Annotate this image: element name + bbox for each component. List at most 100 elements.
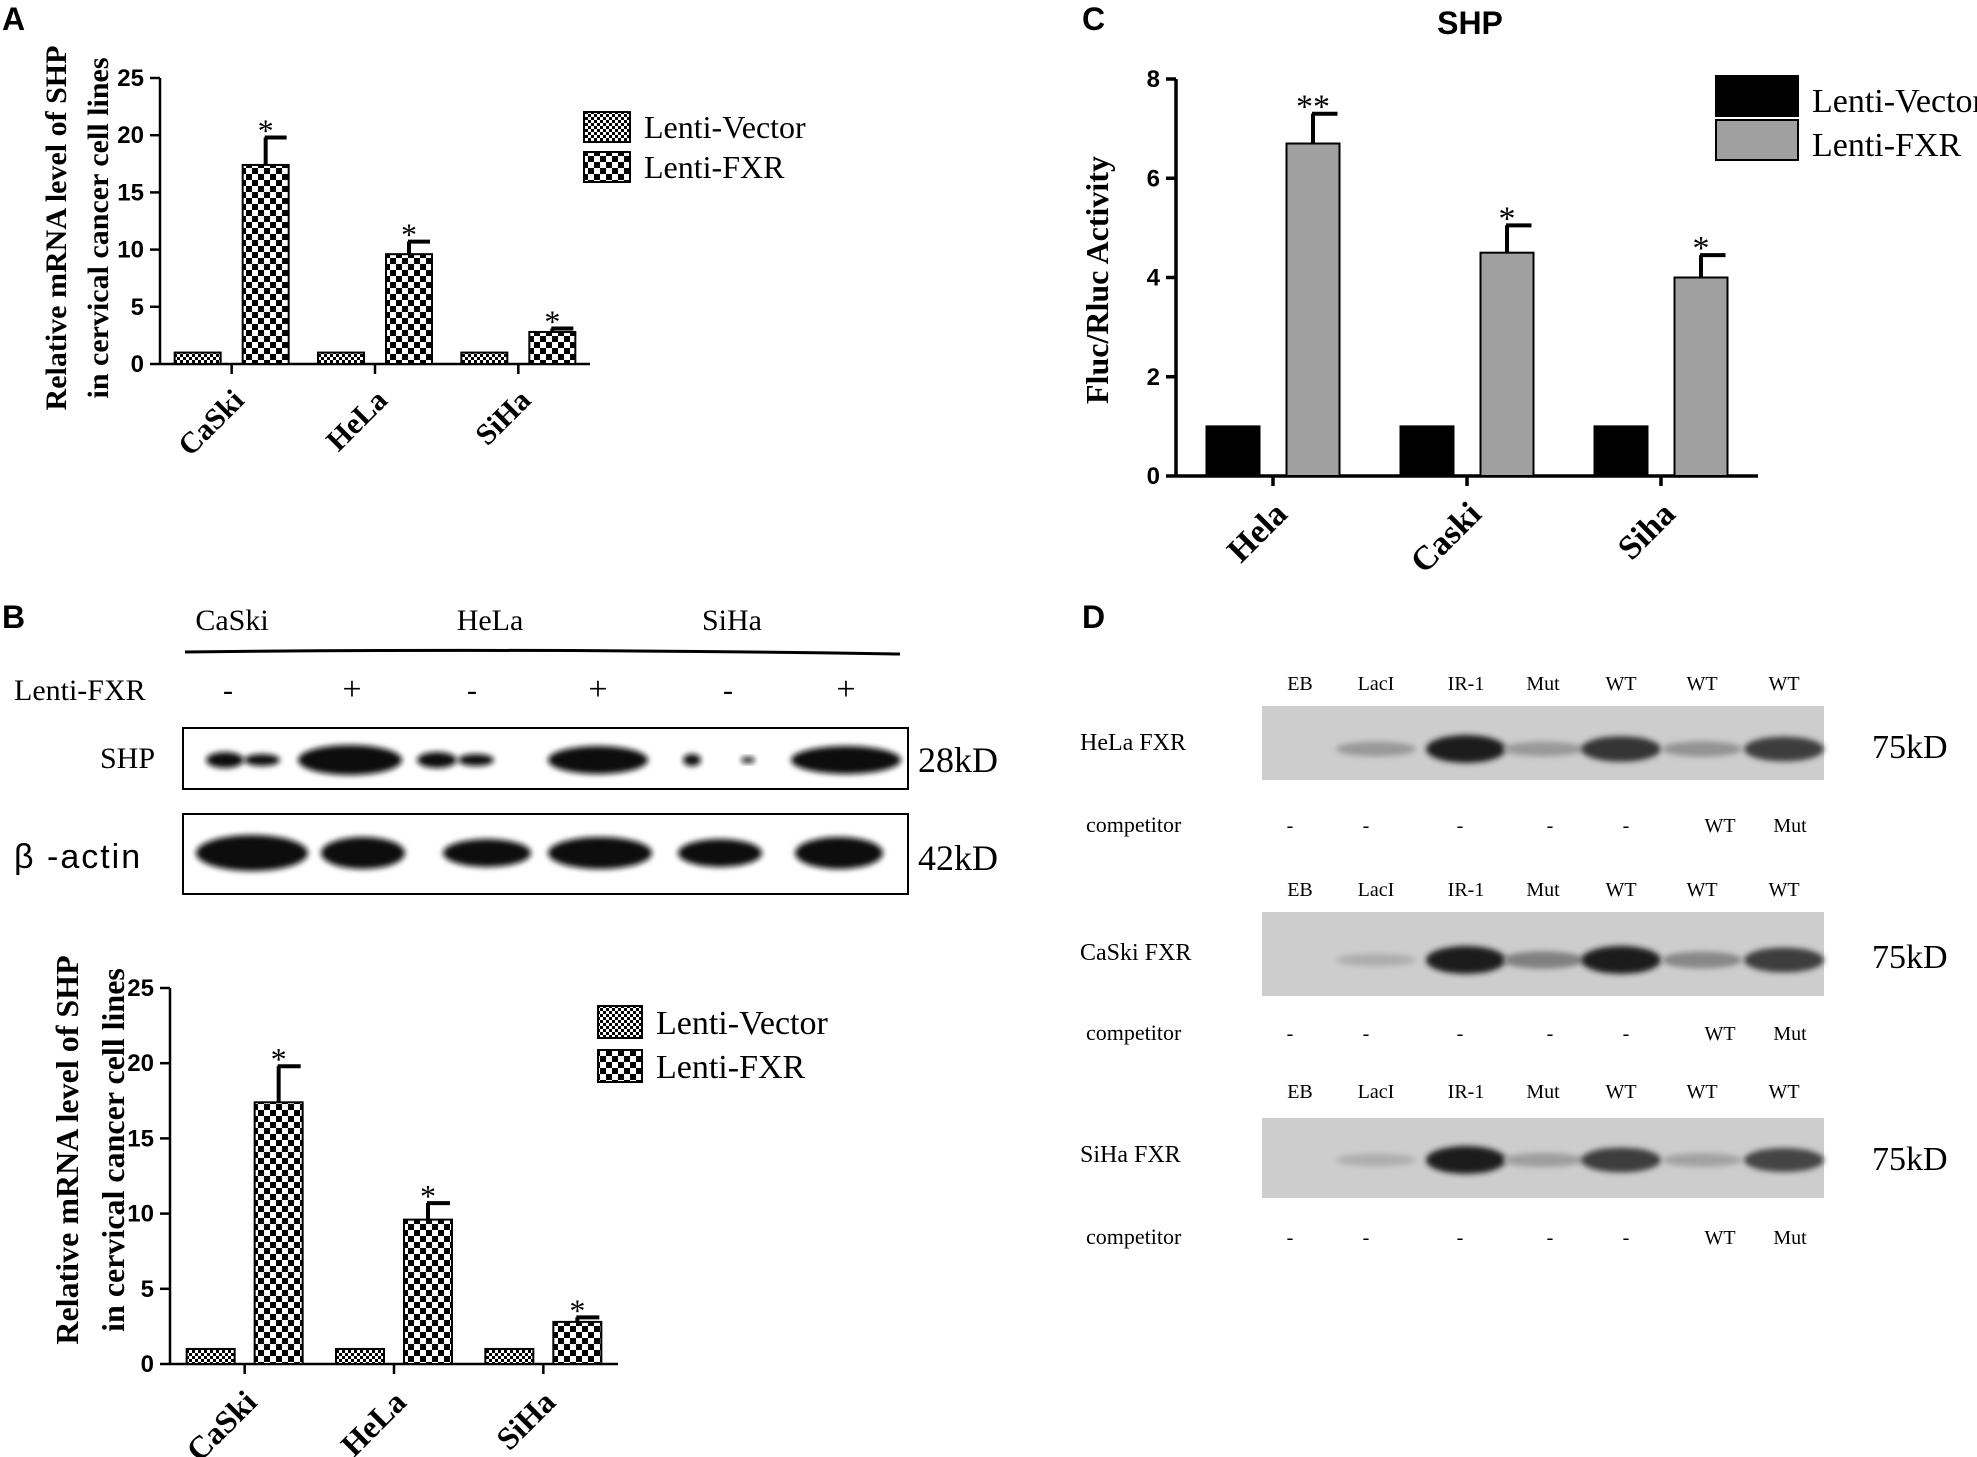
emsa-band: [1503, 951, 1583, 969]
significance-label: *: [544, 304, 560, 340]
x-tick-label: Caski: [1404, 495, 1489, 580]
band-shp: [791, 746, 901, 774]
wb-lane-sign: +: [588, 671, 607, 708]
emsa-competitor-value: -: [1287, 1227, 1294, 1249]
emsa-band: [1503, 1152, 1583, 1168]
emsa-competitor-value: -: [1287, 815, 1294, 837]
wb-header-line: [184, 648, 901, 656]
emsa-lane-label: Mut: [1526, 673, 1560, 695]
emsa-lane-label: WT: [1686, 879, 1717, 901]
band-actin: [321, 837, 405, 869]
panel-letter-b: B: [2, 599, 25, 635]
western-blot: CaSki HeLa SiHa Lenti-FXR - + - + - + SH…: [14, 604, 998, 895]
band-actin: [196, 835, 308, 871]
emsa-kd-label: 75kD: [1872, 1141, 1948, 1178]
emsa-band: [1336, 1153, 1416, 1167]
wb-cellline-siha: SiHa: [702, 604, 762, 637]
y-tick-label: 5: [141, 1276, 154, 1303]
wb-lane-sign: +: [342, 671, 361, 708]
y-tick-label: 5: [131, 294, 144, 321]
legend-swatch: [583, 151, 631, 183]
y-axis-label: Fluc/Rluc Activity: [1079, 156, 1115, 404]
bar: [1673, 276, 1729, 477]
emsa-blot: EB LacI IR-1 Mut WT WT WT SiHa FXR 75kD competito…: [1080, 1081, 1948, 1249]
significance-label: *: [401, 217, 417, 253]
y-tick-label: 15: [117, 179, 144, 206]
x-tick-label: CaSki: [179, 1383, 264, 1457]
y-tick-label: 25: [117, 65, 144, 92]
wb-lane-sign: -: [467, 674, 477, 707]
emsa-band: [1744, 1148, 1824, 1172]
legend-swatch: [583, 111, 631, 143]
bar: [1285, 142, 1341, 477]
emsa-lane-label: WT: [1605, 879, 1636, 901]
bar: [552, 1320, 603, 1365]
wb-row-label-actin: β -actin: [14, 838, 142, 876]
legend-swatch: [597, 1049, 643, 1083]
band-shp: [741, 757, 755, 763]
emsa-lane-label: LacI: [1358, 1081, 1395, 1103]
emsa-band: [1336, 953, 1416, 967]
emsa-lane-label: WT: [1605, 673, 1636, 695]
emsa-band: [1503, 741, 1583, 757]
emsa-lane-label: Mut: [1526, 1081, 1560, 1103]
emsa-competitor-value: -: [1363, 815, 1370, 837]
emsa-competitor-value: -: [1287, 1023, 1294, 1045]
y-axis-label: Relative mRNA level of SHP: [49, 955, 85, 1344]
band-shp: [244, 754, 280, 766]
bar: [335, 1347, 385, 1365]
emsa-lane-label: EB: [1287, 879, 1313, 901]
y-tick-label: 20: [117, 122, 144, 149]
band-shp: [417, 752, 457, 768]
panel-letter-d: D: [1082, 599, 1105, 635]
bar: [403, 1218, 453, 1365]
chart-a: 0 5 10 15 20 25 CaSki * HeLa * SiHa * Relative mRNA …: [40, 46, 806, 463]
emsa-competitor-value: -: [1363, 1227, 1370, 1249]
y-tick-label: 0: [141, 1351, 154, 1378]
bar: [241, 163, 290, 365]
emsa-lane-label: LacI: [1358, 673, 1395, 695]
emsa-competitor-value: -: [1547, 1227, 1554, 1249]
wb-kd-shp: 28kD: [918, 740, 998, 780]
legend-swatch: [1715, 75, 1799, 117]
emsa-competitor-value: -: [1457, 1023, 1464, 1045]
legend-swatch: [1715, 119, 1799, 161]
emsa-band: [1426, 946, 1506, 974]
emsa-band: [1581, 736, 1661, 762]
emsa-lane-label: IR-1: [1448, 1081, 1485, 1103]
bar: [317, 351, 365, 365]
significance-label: *: [1499, 200, 1516, 237]
emsa-competitor-value: -: [1623, 815, 1630, 837]
band-actin: [443, 839, 531, 867]
chart-title: SHP: [1437, 5, 1503, 41]
emsa-lane-label: EB: [1287, 1081, 1313, 1103]
wb-lane-sign: -: [223, 674, 233, 707]
wb-kd-actin: 42kD: [918, 838, 998, 878]
x-tick-label: Siha: [1611, 495, 1683, 567]
chart-c: 0 2 4 6 8 Hela ** Caski * Siha * Fluc/Rluc Activity…: [1079, 5, 1977, 580]
emsa-lane-label: LacI: [1358, 879, 1395, 901]
emsa-kd-label: 75kD: [1872, 729, 1948, 766]
band-shp: [683, 754, 701, 766]
emsa-competitor-value: Mut: [1773, 1023, 1807, 1045]
band-shp: [548, 746, 648, 774]
wb-row-label-shp: SHP: [100, 742, 155, 775]
emsa-competitor-value: WT: [1704, 815, 1735, 837]
x-tick-label: HeLa: [333, 1383, 413, 1457]
legend-label: Lenti-FXR: [644, 149, 785, 185]
emsa-band: [1581, 946, 1661, 974]
emsa-band: [1426, 735, 1506, 763]
emsa-lane-label: WT: [1686, 673, 1717, 695]
wb-box-actin: [182, 813, 909, 895]
y-tick-label: 20: [127, 1050, 154, 1077]
significance-label: *: [258, 112, 274, 148]
emsa-competitor-label: competitor: [1086, 1224, 1182, 1249]
wb-cellline-caski: CaSki: [195, 604, 268, 637]
emsa-lane-label: WT: [1768, 673, 1799, 695]
bar: [528, 330, 577, 365]
wb-bands: [196, 745, 901, 871]
bar: [173, 351, 222, 365]
panel-letter-a: A: [2, 1, 25, 37]
wb-treatment-label: Lenti-FXR: [14, 674, 146, 707]
